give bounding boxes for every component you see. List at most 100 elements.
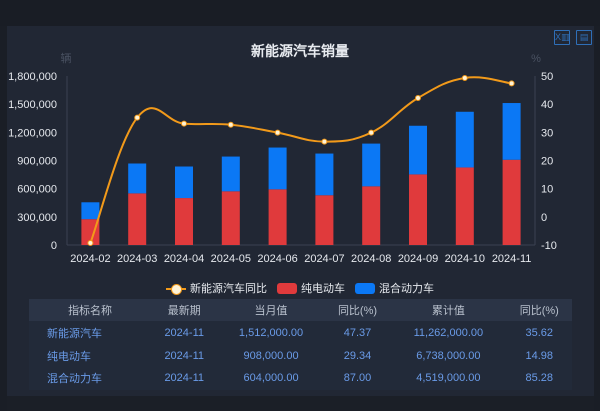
yoy-point	[415, 94, 421, 101]
chart-title: 新能源汽车销量	[251, 43, 349, 59]
cell: 85.28	[506, 367, 572, 390]
cell: 35.62	[506, 321, 572, 344]
yoy-point	[274, 129, 281, 136]
cell: 604,000.00	[217, 367, 325, 390]
bar-hybrid	[455, 111, 474, 168]
legend-item-hybrid[interactable]: 混合动力车	[355, 280, 434, 296]
y-tick-label: 600,000	[17, 184, 57, 196]
y2-axis-unit: %	[531, 53, 541, 65]
yoy-point	[87, 240, 94, 247]
y-tick-label: 1,200,000	[8, 127, 57, 139]
yoy-point	[181, 120, 187, 127]
excel-export-icon[interactable]: X▥	[554, 30, 570, 45]
y2-tick-label: 50	[541, 71, 553, 83]
cell: 6,738,000.00	[390, 344, 507, 367]
bar-bev	[81, 219, 100, 245]
y-tick-label: 900,000	[17, 156, 57, 168]
table-row: 混合动力车 2024-11 604,000.00 87.00 4,519,000.00 8…	[29, 367, 572, 390]
legend-item-bev[interactable]: 纯电动车	[277, 280, 345, 296]
bar-hybrid	[175, 166, 193, 199]
col-header: 累计值	[390, 299, 507, 321]
legend-item-yoy[interactable]: 新能源汽车同比	[166, 280, 267, 296]
x-tick-label: 2024-10	[445, 253, 485, 265]
x-tick-label: 2024-04	[164, 253, 204, 265]
chart-legend: 新能源汽车同比 纯电动车 混合动力车	[0, 280, 600, 296]
bar-hybrid	[315, 153, 334, 196]
cell: 2024-11	[151, 321, 218, 344]
x-tick-label: 2024-05	[211, 253, 251, 265]
yoy-point	[321, 138, 328, 145]
cell: 2024-11	[151, 344, 218, 367]
cell: 2024-11	[151, 367, 218, 390]
bar-hybrid	[81, 202, 100, 220]
cell: 1,512,000.00	[217, 321, 325, 344]
x-tick-label: 2024-08	[351, 253, 391, 265]
x-tick-label: 2024-11	[492, 253, 532, 265]
line-symbol-icon	[166, 283, 186, 295]
x-tick-label: 2024-07	[304, 253, 344, 265]
y-tick-label: 300,000	[17, 212, 57, 224]
save-icon[interactable]: ▤	[576, 30, 592, 45]
x-tick-label: 2024-02	[70, 253, 110, 265]
bar-hybrid	[502, 103, 521, 160]
col-header: 当月值	[217, 299, 325, 321]
yoy-point	[134, 114, 141, 121]
table-header-row: 指标名称 最新期 当月值 同比(%) 累计值 同比(%)	[29, 299, 572, 321]
cell: 908,000.00	[217, 344, 325, 367]
bar-bev	[315, 195, 334, 245]
x-tick-label: 2024-03	[117, 253, 157, 265]
yoy-point	[461, 74, 468, 81]
red-swatch-icon	[277, 282, 297, 294]
x-tick-label: 2024-09	[398, 253, 438, 265]
y2-tick-label: 0	[541, 212, 547, 224]
cell: 11,262,000.00	[390, 321, 507, 344]
bar-hybrid	[409, 125, 427, 175]
blue-swatch-icon	[355, 282, 375, 294]
bar-bev	[455, 167, 474, 245]
cell: 47.37	[324, 321, 391, 344]
legend-label: 纯电动车	[301, 283, 345, 295]
bar-bev	[221, 191, 240, 245]
x-tick-label: 2024-06	[257, 253, 297, 265]
y2-tick-label: 30	[541, 127, 553, 139]
bar-hybrid	[128, 163, 147, 194]
toolbar: X▥ ▤	[554, 30, 592, 45]
cell: 87.00	[324, 367, 391, 390]
bar-bev	[502, 159, 521, 245]
top-bar	[0, 0, 600, 26]
y-tick-label: 1,800,000	[8, 71, 57, 83]
bar-bev	[268, 189, 287, 245]
bar-bev	[175, 198, 193, 245]
data-table: 指标名称 最新期 当月值 同比(%) 累计值 同比(%) 新能源汽车 2024-1…	[29, 299, 572, 390]
bar-bev	[128, 193, 147, 245]
cell: 新能源汽车	[29, 321, 152, 344]
cell: 14.98	[506, 344, 572, 367]
cell: 29.34	[324, 344, 391, 367]
y2-tick-label: 40	[541, 99, 553, 111]
cell: 纯电动车	[29, 344, 152, 367]
y2-tick-label: 10	[541, 184, 553, 196]
y2-tick-label: 20	[541, 156, 553, 168]
col-header: 指标名称	[29, 299, 152, 321]
legend-label: 新能源汽车同比	[190, 283, 267, 295]
yoy-point	[227, 121, 234, 128]
yoy-line	[89, 76, 512, 244]
col-header: 最新期	[151, 299, 218, 321]
bar-bev	[362, 186, 381, 245]
col-header: 同比(%)	[324, 299, 391, 321]
cell: 混合动力车	[29, 367, 152, 390]
y2-tick-label: -10	[541, 240, 557, 252]
y-axis-unit: 辆	[61, 51, 72, 65]
col-header: 同比(%)	[506, 299, 572, 321]
yoy-point	[368, 129, 375, 136]
legend-label: 混合动力车	[379, 283, 434, 295]
y-tick-label: 0	[51, 240, 57, 252]
cell: 4,519,000.00	[390, 367, 507, 390]
sales-chart: 新能源汽车销量 辆 % 0 300,000 600,000 900,000 1,200,…	[8, 43, 557, 265]
bar-hybrid	[221, 156, 240, 192]
bar-hybrid	[362, 143, 381, 187]
bottom-bar	[7, 396, 594, 411]
yoy-point	[508, 80, 515, 87]
bar-bev	[409, 174, 427, 245]
bar-hybrid	[268, 147, 287, 190]
